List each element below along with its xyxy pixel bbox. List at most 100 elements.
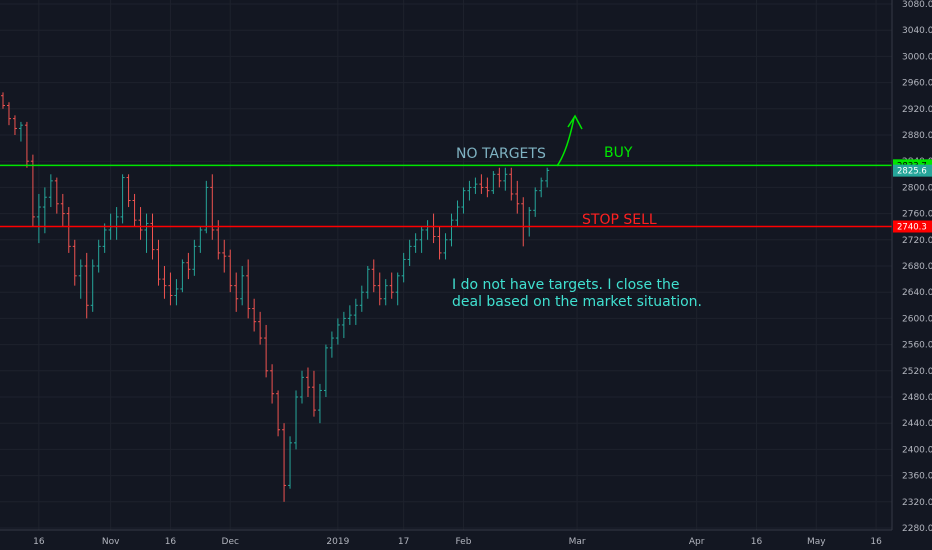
ohlc-bar xyxy=(449,213,454,247)
ohlc-bar xyxy=(120,174,125,224)
ohlc-bar xyxy=(473,177,478,194)
time-tick-label: Mar xyxy=(569,537,586,547)
ohlc-bar xyxy=(282,423,287,502)
up-arrow-head xyxy=(567,114,583,130)
ohlc-bar xyxy=(18,121,23,142)
price-tick-label: 2280.0 xyxy=(902,524,932,534)
ohlc-bar xyxy=(311,370,316,417)
ohlc-bar xyxy=(353,298,358,325)
price-tick-label: 3080.0 xyxy=(902,0,932,10)
price-axis-labels: 2280.0 2320.0 2360.0 2400.0 2440.0 2480.0 2520… xyxy=(902,0,932,534)
price-tick-label: 2440.0 xyxy=(902,419,932,429)
ohlc-bar xyxy=(204,180,209,234)
note-line-2: deal based on the market situation. xyxy=(452,294,702,310)
ohlc-bar xyxy=(42,187,47,234)
ohlc-bar xyxy=(329,331,334,358)
price-tick-label: 2920.0 xyxy=(902,105,932,115)
ohlc-bar xyxy=(90,259,95,312)
time-tick-label: Feb xyxy=(455,537,471,547)
ohlc-bar xyxy=(437,226,442,260)
price-tick-label: 2640.0 xyxy=(902,288,932,298)
ohlc-bar xyxy=(144,213,149,253)
ohlc-bar xyxy=(305,367,310,397)
ohlc-bar xyxy=(497,167,502,188)
ohlc-bar xyxy=(102,223,107,253)
price-tick-label: 2760.0 xyxy=(902,210,932,220)
ohlc-bar xyxy=(461,187,466,214)
ohlc-bar xyxy=(258,311,263,345)
time-tick-label: 2019 xyxy=(326,537,349,547)
ohlc-bar xyxy=(54,177,59,214)
ohlc-bar xyxy=(365,266,370,299)
ohlc-bar xyxy=(240,266,245,306)
ohlc-bar xyxy=(515,180,520,214)
price-tick-label: 2880.0 xyxy=(902,131,932,141)
ohlc-bar xyxy=(323,344,328,397)
ohlc-bar xyxy=(545,167,550,188)
ohlc-bar xyxy=(174,279,179,306)
ohlc-bar xyxy=(180,259,185,293)
price-tick-label: 2520.0 xyxy=(902,367,932,377)
ohlc-bar xyxy=(162,266,167,299)
ohlc-bar xyxy=(383,279,388,306)
ohlc-bar xyxy=(150,213,155,260)
price-tick-label: 2960.0 xyxy=(902,79,932,89)
ohlc-bar xyxy=(186,252,191,280)
ohlc-bar xyxy=(443,233,448,260)
ohlc-bar xyxy=(138,207,143,240)
price-tick-label: 2360.0 xyxy=(902,472,932,482)
ohlc-bar xyxy=(198,226,203,253)
note-line-1: I do not have targets. I close the xyxy=(452,277,680,293)
ohlc-bar xyxy=(395,272,400,306)
price-tag: 2825.6 xyxy=(893,164,932,177)
ohlc-bar xyxy=(389,272,394,299)
price-tick-label: 2400.0 xyxy=(902,445,932,455)
ohlc-bar xyxy=(539,177,544,198)
ohlc-bar xyxy=(359,285,364,312)
time-tick-label: 17 xyxy=(398,537,409,547)
ohlc-bar xyxy=(156,239,161,286)
ohlc-bar xyxy=(12,115,17,135)
ohlc-bar xyxy=(485,177,490,198)
ohlc-bar xyxy=(126,174,131,208)
price-tick-label: 3000.0 xyxy=(902,52,932,62)
ohlc-bar xyxy=(30,154,35,227)
up-arrow-curve xyxy=(556,117,575,167)
time-tick-label: 16 xyxy=(165,537,177,547)
price-axis-background xyxy=(892,0,932,550)
ohlc-bar xyxy=(347,305,352,325)
ohlc-bar xyxy=(294,390,299,450)
time-tick-label: 16 xyxy=(751,537,763,547)
ohlc-bar xyxy=(467,180,472,201)
ohlc-bar xyxy=(84,252,89,319)
time-tick-label: Dec xyxy=(222,537,239,547)
ohlc-bar xyxy=(407,239,412,266)
no-targets-label: NO TARGETS xyxy=(456,146,546,162)
ohlc-bar xyxy=(72,239,77,286)
ohlc-bar xyxy=(228,249,233,293)
ohlc-bar xyxy=(60,193,65,227)
ohlc-bar xyxy=(479,174,484,194)
price-tick-label: 2800.0 xyxy=(902,183,932,193)
grid xyxy=(0,0,892,530)
ohlc-bar xyxy=(222,239,227,273)
ohlc-bar xyxy=(491,171,496,194)
time-axis-labels: 16Nov16Dec201917FebMarApr16May16Jun xyxy=(33,537,882,547)
ohlc-bar xyxy=(252,298,257,332)
stop-sell-label: STOP SELL xyxy=(582,212,657,228)
ohlc-bar xyxy=(96,239,101,273)
ohlc-bar xyxy=(168,272,173,306)
horizontal-lines xyxy=(0,164,892,228)
ohlc-bar xyxy=(246,259,251,319)
ohlc-bar xyxy=(24,121,29,168)
ohlc-bar xyxy=(371,259,376,293)
time-tick-label: 16 xyxy=(870,537,882,547)
ohlc-bar xyxy=(533,187,538,217)
price-axis[interactable] xyxy=(891,0,932,550)
ohlc-bar xyxy=(509,167,514,201)
ohlc-bar xyxy=(264,324,269,378)
ohlc-bar xyxy=(234,272,239,312)
